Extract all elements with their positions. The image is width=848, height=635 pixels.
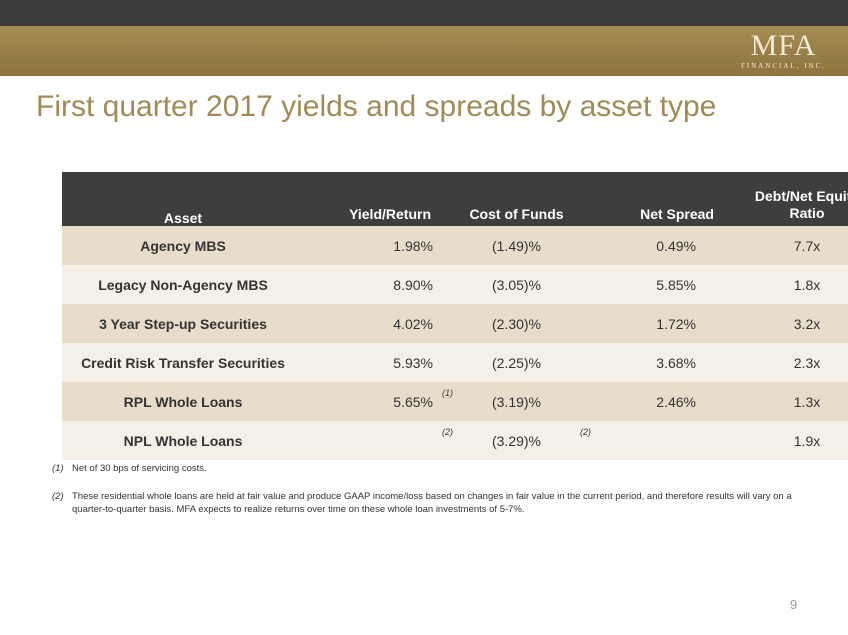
footnote-text: These residential whole loans are held a… [72,491,792,515]
table-row: NPL Whole Loans (2) (3.29)% (2) 1.9x [62,421,848,460]
header-row: Asset Yield/Return Cost of Funds Net Spread… [62,172,848,226]
table-cell: 1.98% [304,226,459,265]
table-cell: 7.7x [728,226,848,265]
footnote-ref: (1) [442,388,453,398]
top-bar [0,0,848,26]
footnote-marker: (1) [52,463,64,474]
page-number: 9 [790,597,798,612]
table-cell: (3.29)% [459,421,574,460]
table-cell: 4.02% [304,304,459,343]
logo-subtext: FINANCIAL, INC. [740,62,826,70]
table-cell: 3.68% [574,343,728,382]
table-cell: 1.72% [574,304,728,343]
footnote: (1) Net of 30 bps of servicing costs. [52,462,792,475]
data-table: Asset Yield/Return Cost of Funds Net Spread… [62,172,848,460]
table-cell: NPL Whole Loans [62,421,304,460]
slide-title: First quarter 2017 yields and spreads by… [36,90,717,123]
column-header: Yield/Return [304,172,459,226]
table-cell: 3.2x [728,304,848,343]
table-cell: 1.3x [728,382,848,421]
table-cell: (2.30)% [459,304,574,343]
table-row: Credit Risk Transfer Securities 5.93% (2.2… [62,343,848,382]
table-row: Legacy Non-Agency MBS 8.90% (3.05)% 5.85% 1.… [62,265,848,304]
table-cell: RPL Whole Loans [62,382,304,421]
logo: MFA FINANCIAL, INC. [740,29,826,71]
table-row: Agency MBS 1.98% (1.49)% 0.49% 7.7x [62,226,848,265]
cell-text: 5.65% [393,393,433,410]
table-cell: (3.19)% [459,382,574,421]
footnote-marker: (2) [52,491,64,502]
table-cell: 3 Year Step-up Securities [62,304,304,343]
footnote: (2) These residential whole loans are hel… [52,490,792,516]
logo-text: MFA [750,29,817,62]
table-row: 3 Year Step-up Securities 4.02% (2.30)% 1.7… [62,304,848,343]
column-header: Net Spread [574,172,728,226]
header-band [0,26,848,76]
table-cell: 1.9x [728,421,848,460]
table-cell: 2.46% [574,382,728,421]
table-cell: 8.90% [304,265,459,304]
footnote-text: Net of 30 bps of servicing costs. [72,463,207,474]
table-cell: Credit Risk Transfer Securities [62,343,304,382]
table-cell: 1.8x [728,265,848,304]
table-cell: 5.93% [304,343,459,382]
table-cell: 5.65% (1) [304,382,459,421]
table-cell: (2.25)% [459,343,574,382]
table-cell: (1.49)% [459,226,574,265]
table-cell: (2) [304,421,459,460]
table-cell: 2.3x [728,343,848,382]
footnote-ref: (2) [580,427,591,437]
table-cell: Agency MBS [62,226,304,265]
table-cell: Legacy Non-Agency MBS [62,265,304,304]
table-cell: (2) [574,421,728,460]
footnote-ref: (2) [442,427,453,437]
column-header: Cost of Funds [459,172,574,226]
table-cell: 0.49% [574,226,728,265]
table-cell: 5.85% [574,265,728,304]
column-header: Asset [62,172,304,226]
table-cell: (3.05)% [459,265,574,304]
column-header: Debt/Net Equity Ratio [728,172,848,226]
table-row: RPL Whole Loans 5.65% (1) (3.19)% 2.46% 1.3x [62,382,848,421]
